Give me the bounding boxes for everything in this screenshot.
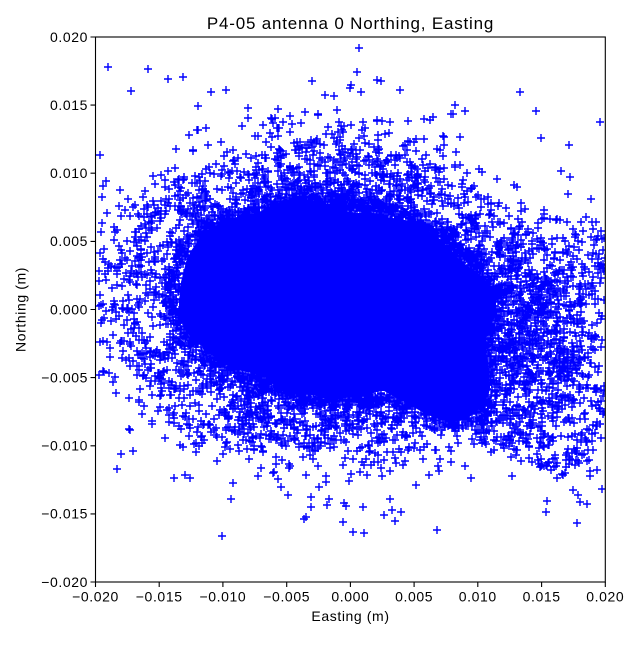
svg-text:0.005: 0.005	[395, 589, 433, 605]
svg-text:−0.015: −0.015	[41, 506, 88, 522]
svg-text:−0.020: −0.020	[41, 574, 88, 590]
svg-text:0.020: 0.020	[50, 29, 88, 45]
svg-text:−0.020: −0.020	[72, 589, 119, 605]
svg-text:0.010: 0.010	[50, 165, 88, 181]
svg-text:0.020: 0.020	[586, 589, 624, 605]
svg-text:0.000: 0.000	[331, 589, 369, 605]
svg-text:0.015: 0.015	[523, 589, 561, 605]
svg-text:P4-05 antenna 0 Northing, East: P4-05 antenna 0 Northing, Easting	[207, 14, 494, 33]
svg-text:−0.005: −0.005	[263, 589, 310, 605]
svg-text:0.015: 0.015	[50, 97, 88, 113]
svg-text:0.005: 0.005	[50, 233, 88, 249]
svg-text:−0.015: −0.015	[136, 589, 183, 605]
svg-text:−0.010: −0.010	[199, 589, 246, 605]
svg-text:−0.005: −0.005	[41, 369, 88, 385]
svg-text:−0.010: −0.010	[41, 438, 88, 454]
svg-text:Easting (m): Easting (m)	[311, 608, 389, 624]
svg-text:0.000: 0.000	[50, 301, 88, 317]
svg-text:Northing (m): Northing (m)	[13, 267, 29, 352]
svg-text:0.010: 0.010	[459, 589, 497, 605]
